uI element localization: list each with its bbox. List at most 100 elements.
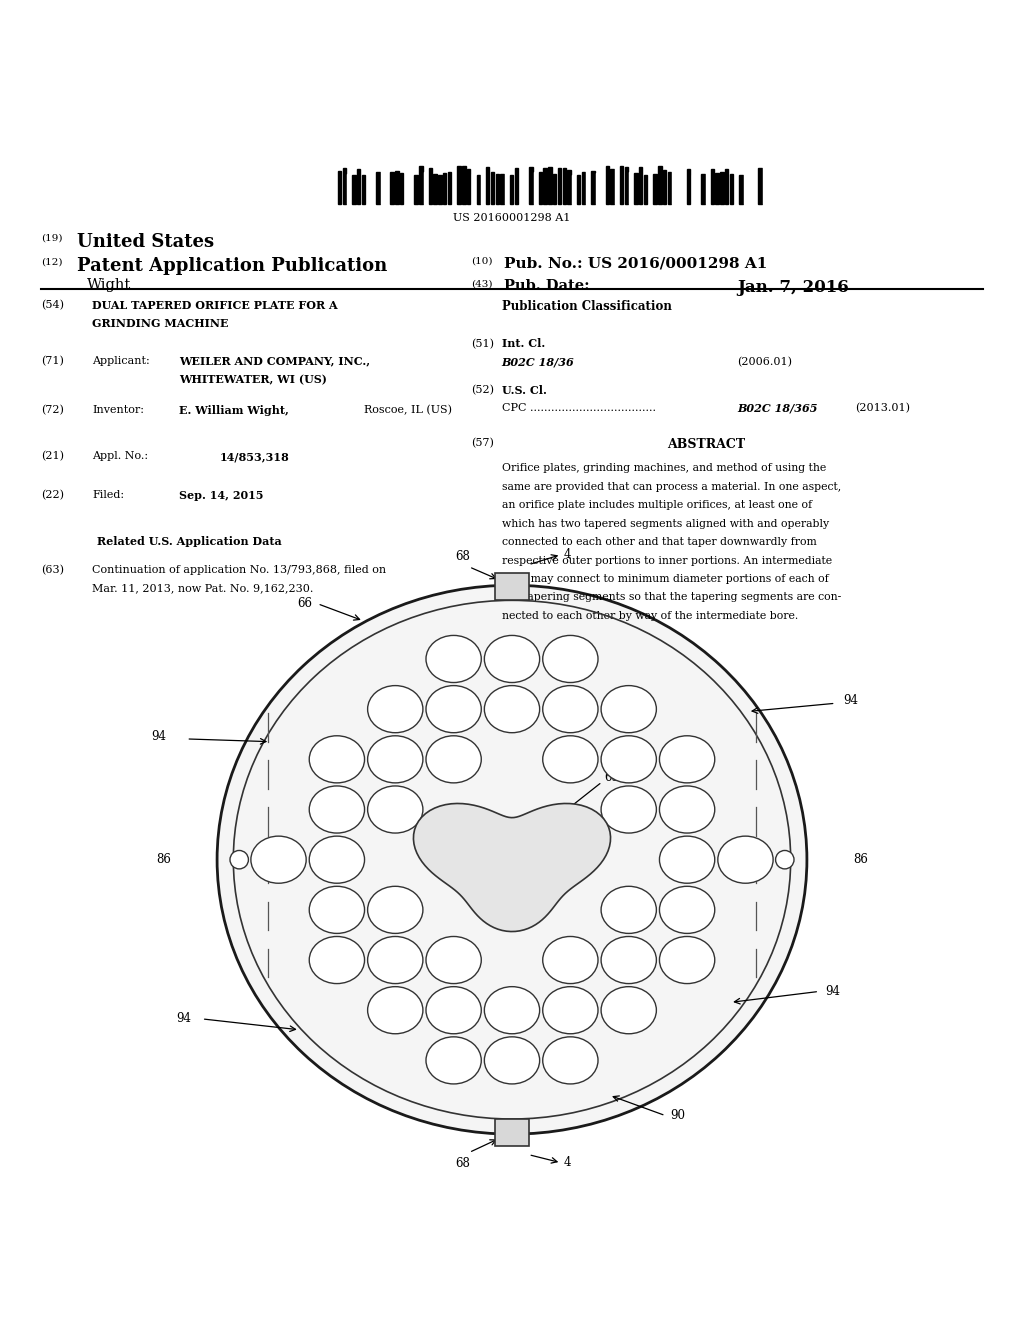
Ellipse shape — [543, 685, 598, 733]
Text: (10): (10) — [471, 256, 493, 265]
Bar — [582, 172, 585, 205]
Bar — [534, 172, 538, 205]
Bar — [415, 174, 418, 205]
Text: Pub. Date:: Pub. Date: — [504, 279, 590, 293]
Ellipse shape — [543, 986, 598, 1034]
Text: Publication Classification: Publication Classification — [502, 300, 672, 313]
Text: an orifice plate includes multiple orifices, at least one of: an orifice plate includes multiple orifi… — [502, 500, 812, 511]
Bar — [481, 172, 484, 205]
Bar — [404, 169, 409, 205]
Bar — [386, 169, 389, 205]
Bar — [501, 174, 504, 205]
Bar — [558, 168, 561, 205]
Ellipse shape — [368, 986, 423, 1034]
Bar — [496, 1119, 528, 1146]
Text: 68: 68 — [456, 549, 470, 562]
Ellipse shape — [309, 735, 365, 783]
Bar — [524, 172, 527, 205]
Text: the tapering segments so that the tapering segments are con-: the tapering segments so that the taperi… — [502, 593, 841, 602]
Text: Filed:: Filed: — [92, 490, 124, 500]
Text: 64: 64 — [445, 843, 460, 855]
Bar — [744, 169, 748, 205]
Ellipse shape — [659, 886, 715, 933]
Text: 4: 4 — [563, 1156, 570, 1170]
Text: 64: 64 — [536, 822, 550, 836]
Circle shape — [775, 850, 794, 869]
Bar — [696, 166, 699, 205]
Bar — [749, 170, 753, 205]
Text: WHITEWATER, WI (US): WHITEWATER, WI (US) — [179, 375, 327, 385]
Bar — [424, 172, 427, 205]
Bar — [630, 172, 633, 205]
Text: Inventor:: Inventor: — [92, 405, 144, 414]
Bar — [453, 170, 456, 205]
Text: 94: 94 — [176, 1012, 191, 1026]
Bar — [730, 174, 733, 205]
Ellipse shape — [543, 735, 598, 783]
Circle shape — [230, 850, 249, 869]
Ellipse shape — [251, 836, 306, 883]
Polygon shape — [414, 804, 610, 932]
Ellipse shape — [484, 635, 540, 682]
Bar — [447, 172, 452, 205]
Bar — [352, 174, 355, 205]
Text: same are provided that can process a material. In one aspect,: same are provided that can process a mat… — [502, 482, 841, 492]
Text: (21): (21) — [41, 451, 63, 462]
Text: WEILER AND COMPANY, INC.,: WEILER AND COMPANY, INC., — [179, 356, 371, 367]
Bar — [591, 172, 595, 205]
Bar — [519, 168, 523, 205]
Ellipse shape — [368, 936, 423, 983]
Bar — [759, 169, 762, 205]
Ellipse shape — [659, 836, 715, 883]
Bar — [443, 173, 446, 205]
Bar — [625, 168, 628, 205]
Bar — [577, 174, 581, 205]
Bar — [663, 170, 667, 205]
Text: (2006.01): (2006.01) — [737, 356, 793, 367]
Bar — [515, 168, 518, 205]
Bar — [476, 174, 480, 205]
Bar — [711, 169, 714, 205]
Bar — [648, 172, 652, 205]
Bar — [639, 168, 642, 205]
Ellipse shape — [543, 1036, 598, 1084]
Bar — [400, 173, 403, 205]
Text: Roscoe, IL (US): Roscoe, IL (US) — [364, 405, 452, 416]
Text: Appl. No.:: Appl. No.: — [92, 451, 148, 461]
Bar — [490, 173, 495, 205]
Text: (2013.01): (2013.01) — [855, 403, 910, 413]
Bar — [433, 174, 437, 205]
Bar — [361, 176, 366, 205]
Text: E. William Wight,: E. William Wight, — [179, 405, 289, 416]
Text: U.S. Cl.: U.S. Cl. — [502, 384, 547, 396]
Ellipse shape — [309, 836, 365, 883]
Bar — [438, 174, 441, 205]
Bar — [510, 176, 513, 205]
Text: B02C 18/36: B02C 18/36 — [502, 356, 574, 368]
Bar — [716, 173, 719, 205]
Text: Wight: Wight — [87, 279, 131, 292]
Ellipse shape — [484, 986, 540, 1034]
Bar — [390, 173, 394, 205]
Bar — [462, 166, 466, 205]
Text: Int. Cl.: Int. Cl. — [502, 338, 545, 350]
Ellipse shape — [543, 936, 598, 983]
Text: nected to each other by way of the intermediate bore.: nected to each other by way of the inter… — [502, 611, 798, 620]
Bar — [687, 169, 690, 205]
Text: Applicant:: Applicant: — [92, 356, 150, 366]
Text: Patent Application Publication: Patent Application Publication — [77, 256, 387, 275]
Text: Sep. 14, 2015: Sep. 14, 2015 — [179, 490, 264, 502]
Ellipse shape — [601, 685, 656, 733]
Text: (51): (51) — [471, 338, 494, 348]
Text: 4: 4 — [563, 548, 570, 561]
Bar — [572, 174, 575, 205]
Text: CPC ....................................: CPC .................................... — [502, 403, 655, 413]
Text: 66: 66 — [297, 597, 312, 610]
Text: US 20160001298 A1: US 20160001298 A1 — [454, 213, 570, 223]
Bar — [357, 169, 360, 205]
Text: Related U.S. Application Data: Related U.S. Application Data — [97, 536, 282, 546]
Text: Continuation of application No. 13/793,868, filed on: Continuation of application No. 13/793,8… — [92, 565, 386, 574]
Text: B02C 18/365: B02C 18/365 — [737, 403, 818, 414]
Ellipse shape — [718, 836, 773, 883]
Text: which has two tapered segments aligned with and operably: which has two tapered segments aligned w… — [502, 519, 828, 529]
